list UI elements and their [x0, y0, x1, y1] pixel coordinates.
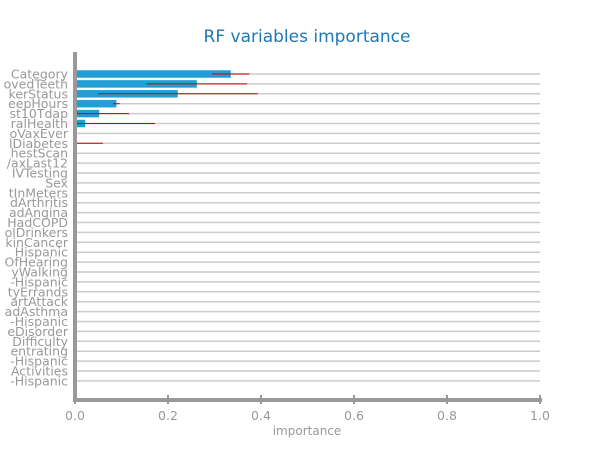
category-label: tInMeters: [9, 185, 68, 200]
category-label: ovedTeeth: [4, 76, 68, 91]
category-label: HadCOPD: [7, 215, 68, 230]
x-tick-label: 1.0: [530, 408, 550, 423]
category-label: adAsthma: [5, 304, 68, 319]
x-tick-label: 0.2: [158, 408, 178, 423]
category-label: ralHealth: [11, 116, 68, 131]
category-label: yWalking: [11, 265, 68, 280]
category-label: dArthritis: [10, 195, 68, 210]
category-label: olDrinkers: [5, 225, 68, 240]
category-label: Sex: [45, 175, 68, 190]
category-label: eDisorder: [7, 324, 68, 339]
x-axis-label: importance: [273, 424, 342, 438]
category-label: lDiabetes: [9, 136, 68, 151]
category-label: tyErrands: [8, 284, 68, 299]
bar: [75, 99, 117, 108]
category-label: kerStatus: [9, 86, 68, 101]
grid-lines: [75, 73, 540, 382]
category-label: /axLast12: [7, 156, 68, 171]
category-label: adAngina: [9, 205, 68, 220]
x-tick-label: 0.8: [437, 408, 457, 423]
category-label: hestScan: [11, 146, 68, 161]
x-tick-label: 0.6: [344, 408, 364, 423]
error-bars: [75, 73, 258, 332]
category-label: eepHours: [8, 96, 68, 111]
category-label: kinCancer: [5, 235, 69, 250]
category-label: -Hispanic: [10, 274, 68, 289]
category-label: -Hispanic: [10, 373, 68, 388]
x-tick-label: 0.0: [65, 408, 85, 423]
category-label: st10Tdap: [10, 106, 69, 121]
axes: [73, 52, 542, 404]
category-label: Category: [11, 67, 69, 82]
x-tick-label: 0.4: [251, 408, 271, 423]
x-tick-labels: 0.0 0.2 0.4 0.6 0.8 1.0: [65, 408, 550, 423]
bar: [75, 80, 197, 88]
bar: [75, 70, 231, 78]
category-label: IVTesting: [12, 166, 68, 181]
category-label: -Hispanic: [10, 314, 68, 329]
bars: [75, 70, 231, 128]
category-label: oVaxEver: [10, 126, 69, 141]
chart-title: RF variables importance: [204, 27, 411, 47]
category-labels: CategoryovedTeethkerStatuseepHoursst10Td…: [4, 67, 69, 389]
category-label: Activities: [11, 364, 68, 379]
category-label: entrating: [10, 344, 68, 359]
category-label: OfHearing: [5, 255, 68, 270]
category-label: -Hispanic: [10, 354, 68, 369]
category-label: Difficulty: [12, 334, 68, 349]
category-label: artAttack: [10, 294, 68, 309]
category-label: Hispanic: [15, 245, 68, 260]
